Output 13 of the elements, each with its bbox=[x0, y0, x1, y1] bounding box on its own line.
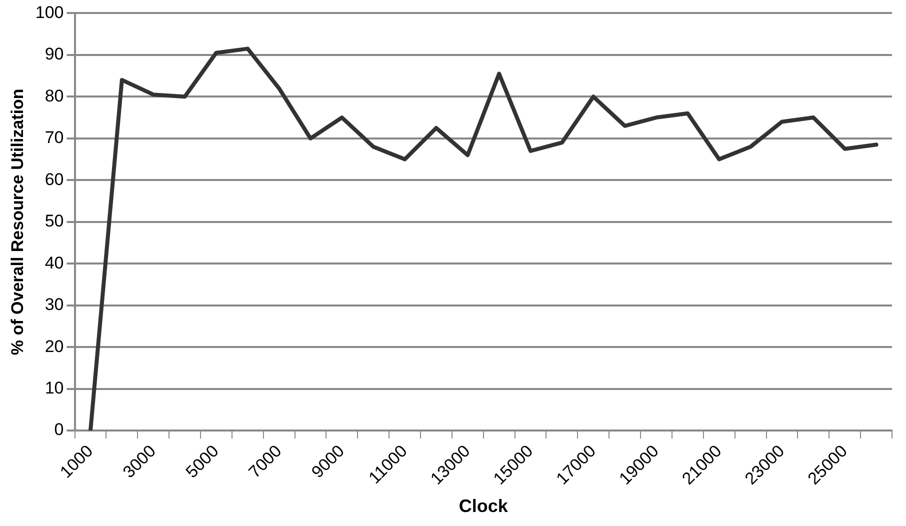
y-tick-label: 90 bbox=[44, 44, 64, 64]
y-tick-label: 40 bbox=[44, 253, 64, 272]
y-tick-label: 50 bbox=[44, 212, 64, 231]
y-tick-label: 0 bbox=[54, 420, 64, 440]
y-tick-label: 10 bbox=[44, 378, 64, 398]
y-tick-label: 30 bbox=[44, 295, 64, 314]
x-axis-title: Clock bbox=[458, 496, 509, 516]
y-tick-label: 20 bbox=[44, 336, 64, 356]
y-tick-label: 60 bbox=[44, 170, 64, 189]
y-tick-label: 100 bbox=[35, 2, 64, 22]
y-axis-title: % of Overall Resource Utilization bbox=[8, 88, 27, 356]
y-tick-label: 70 bbox=[44, 128, 64, 148]
y-tick-label: 80 bbox=[44, 86, 64, 106]
